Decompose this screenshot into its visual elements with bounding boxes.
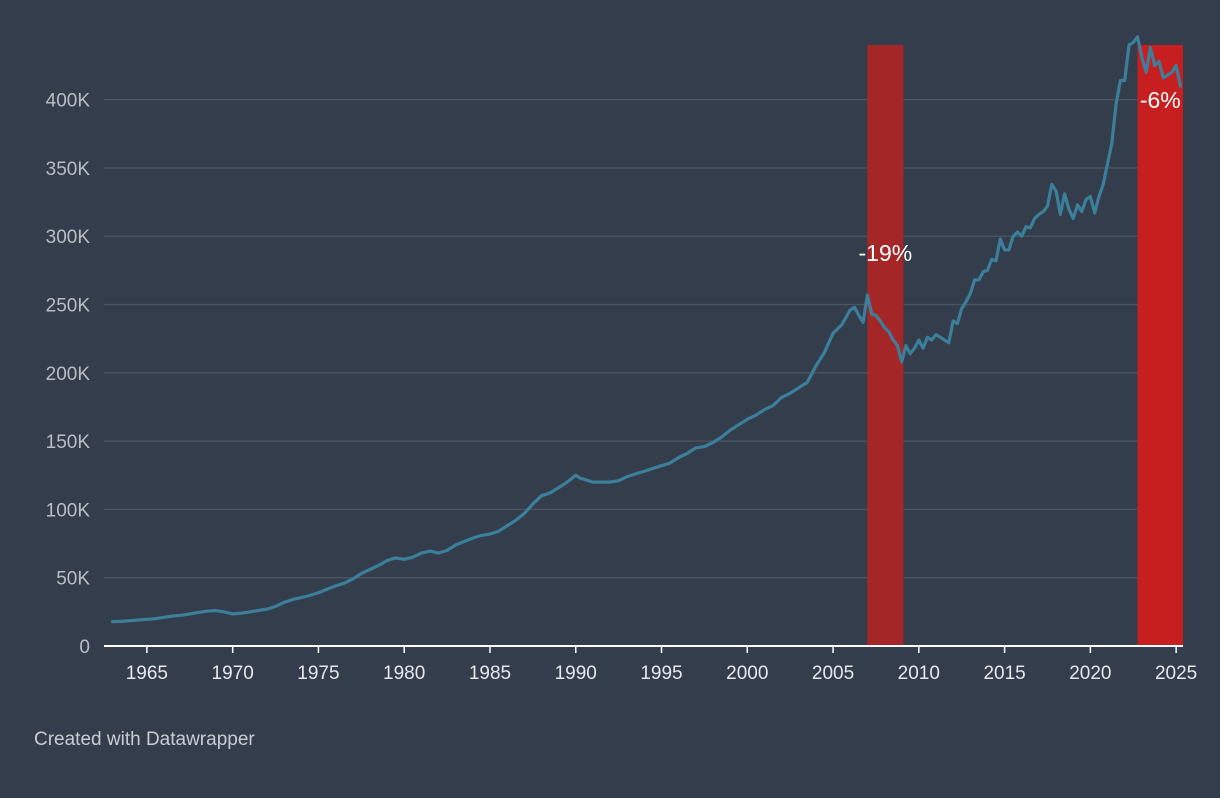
y-tick-label: 100K — [46, 500, 91, 521]
y-tick-label: 300K — [46, 227, 91, 248]
y-tick-label: 200K — [46, 364, 91, 385]
highlight-band — [1137, 45, 1183, 646]
x-tick-label: 2005 — [812, 663, 854, 684]
x-tick-label: 1985 — [469, 663, 511, 684]
band-change-label: -19% — [859, 240, 913, 266]
x-tick-label: 1980 — [383, 663, 425, 684]
series-line — [110, 35, 1183, 624]
band-change-label: -6% — [1140, 87, 1181, 113]
y-tick-label: 0 — [79, 637, 90, 658]
series-layer — [110, 35, 1183, 624]
x-tick-label: 2000 — [726, 663, 768, 684]
credit-text: Created with Datawrapper — [34, 729, 255, 750]
highlight-bands — [867, 45, 1183, 646]
y-tick-label: 400K — [46, 91, 91, 112]
x-tick-label: 2010 — [898, 663, 940, 684]
x-tick-label: 2020 — [1069, 663, 1111, 684]
y-tick-label: 150K — [46, 432, 91, 453]
gridlines — [104, 98, 1183, 579]
x-tick-label: 1965 — [126, 663, 168, 684]
x-tick-label: 1970 — [212, 663, 254, 684]
y-tick-label: 50K — [56, 569, 90, 590]
axes: 0 50K 100K 150K 200K 250K 300K 350K 400K 1965 1970… — [46, 91, 1198, 684]
y-tick-label: 350K — [46, 159, 91, 180]
x-tick-label: 1975 — [297, 663, 339, 684]
x-tick-label: 1995 — [640, 663, 682, 684]
y-tick-label: 250K — [46, 296, 91, 317]
annotations: -19% -6% — [859, 87, 1181, 266]
x-tick-label: 2015 — [983, 663, 1025, 684]
x-tick-label: 1990 — [555, 663, 597, 684]
x-tick-label: 2025 — [1155, 663, 1197, 684]
